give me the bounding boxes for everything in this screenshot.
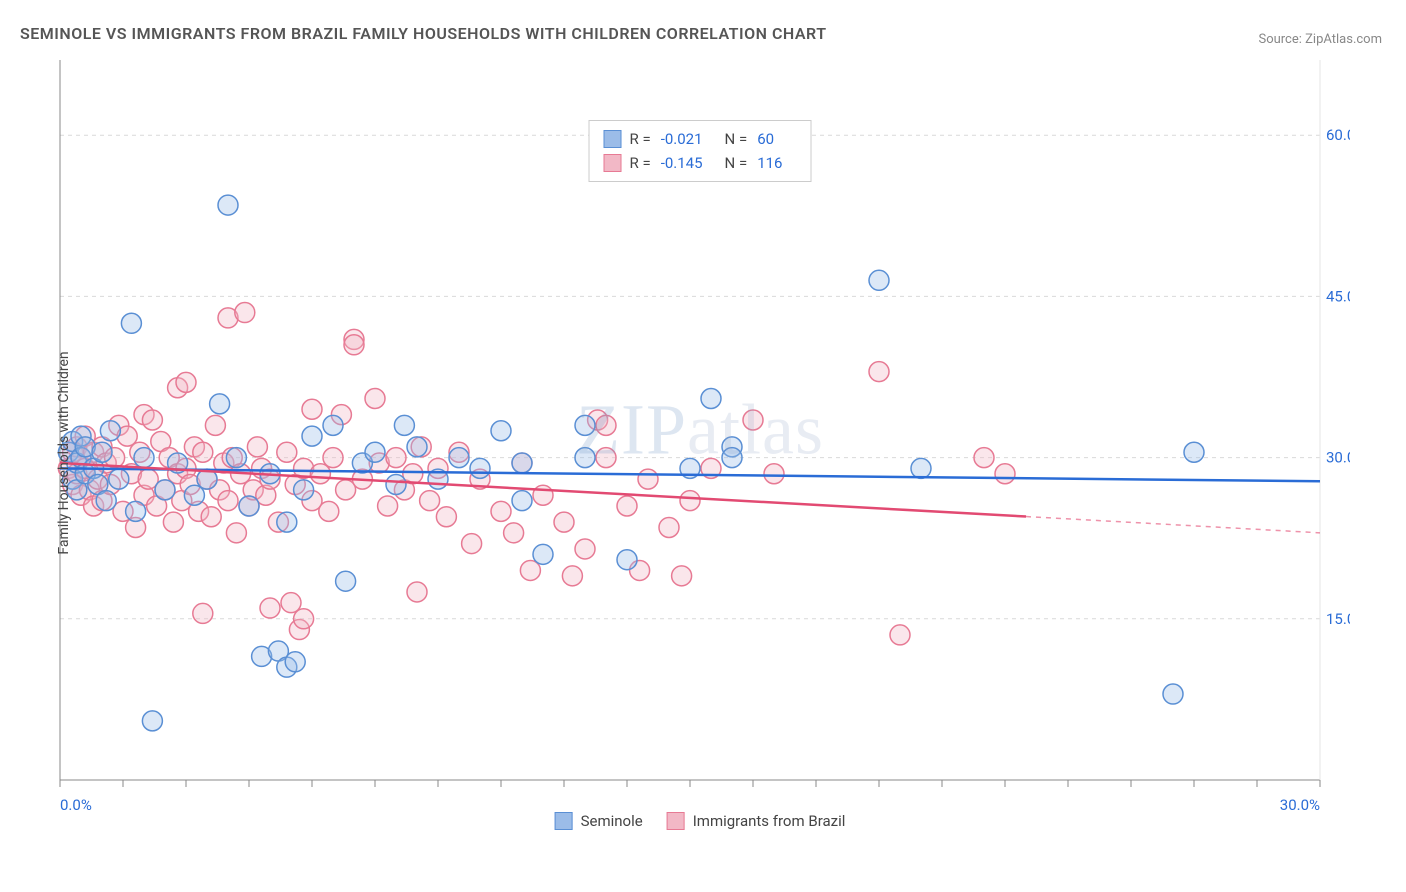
svg-text:45.0%: 45.0% <box>1326 287 1350 305</box>
legend-top: R = -0.021 N = 60 R = -0.145 N = 116 <box>589 120 812 182</box>
legend-bottom: Seminole Immigrants from Brazil <box>555 812 846 830</box>
legend-n-label: N = <box>725 154 748 172</box>
legend-n-label: N = <box>725 130 748 148</box>
y-axis-label: Family Households with Children <box>56 351 72 554</box>
legend-label-brazil: Immigrants from Brazil <box>693 812 846 830</box>
legend-swatch-brazil <box>667 812 685 830</box>
legend-bottom-seminole: Seminole <box>555 812 643 830</box>
svg-text:30.0%: 30.0% <box>1280 796 1320 814</box>
legend-swatch-brazil <box>604 154 622 172</box>
chart-title: SEMINOLE VS IMMIGRANTS FROM BRAZIL FAMIL… <box>20 24 827 43</box>
legend-r-value-brazil: -0.145 <box>661 154 703 172</box>
svg-text:0.0%: 0.0% <box>60 796 92 814</box>
svg-text:15.0%: 15.0% <box>1326 610 1350 628</box>
chart-area: Family Households with Children ZIPatlas… <box>50 60 1350 830</box>
legend-r-label: R = <box>630 130 651 148</box>
legend-r-label: R = <box>630 154 651 172</box>
legend-bottom-brazil: Immigrants from Brazil <box>667 812 846 830</box>
source-label: Source: ZipAtlas.com <box>1258 32 1382 47</box>
legend-n-value-brazil: 116 <box>757 154 782 172</box>
legend-r-value-seminole: -0.021 <box>661 130 703 148</box>
legend-row-brazil: R = -0.145 N = 116 <box>604 151 797 175</box>
svg-text:60.0%: 60.0% <box>1326 126 1350 144</box>
legend-label-seminole: Seminole <box>581 812 643 830</box>
legend-n-value-seminole: 60 <box>757 130 774 148</box>
svg-text:30.0%: 30.0% <box>1326 449 1350 467</box>
legend-swatch-seminole <box>604 130 622 148</box>
legend-swatch-seminole <box>555 812 573 830</box>
legend-row-seminole: R = -0.021 N = 60 <box>604 127 797 151</box>
